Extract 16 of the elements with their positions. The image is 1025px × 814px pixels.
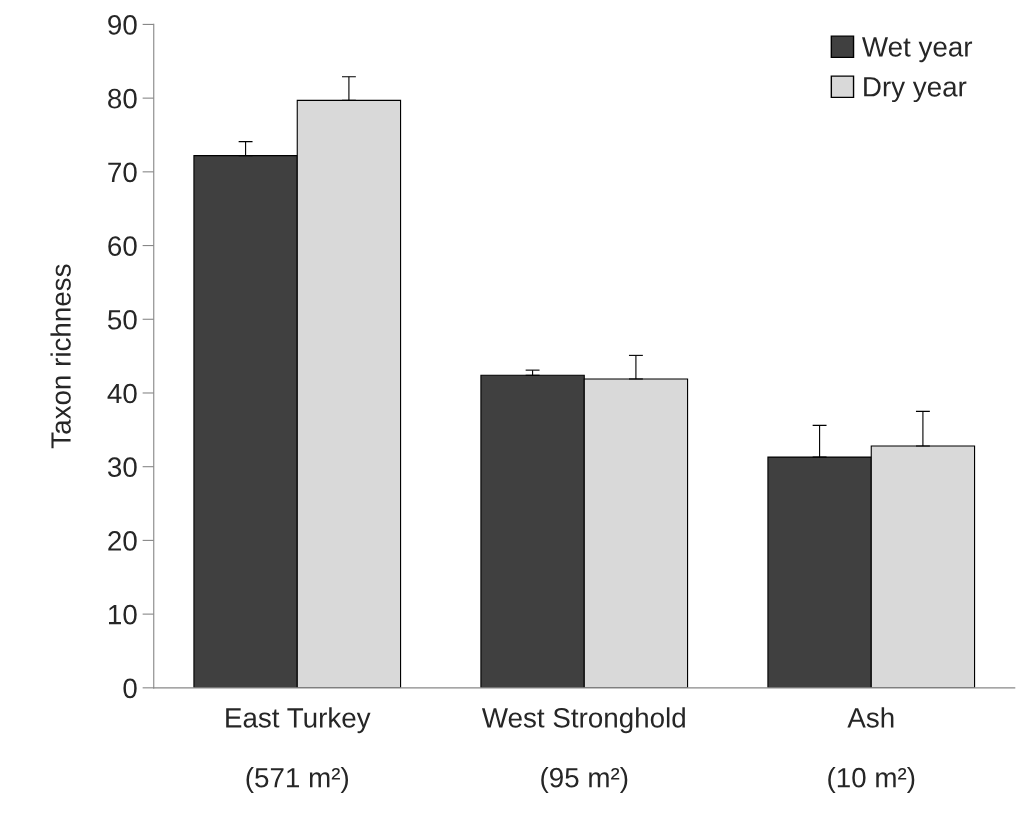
legend-label: Dry year [864, 77, 967, 103]
y-axis-title: Taxon richness [50, 264, 71, 449]
y-tick-label: 0 [123, 678, 137, 699]
y-tick-label: 20 [108, 531, 137, 551]
y-tick-label: 70 [108, 162, 137, 183]
y-tick-label: 10 [109, 604, 137, 625]
legend-label: Wet year [862, 37, 973, 63]
y-tick-label: 80 [108, 88, 137, 109]
y-tick-label: 30 [107, 457, 137, 478]
y-tick-label: 40 [107, 383, 137, 404]
category-label: Ash (10 m²) [828, 707, 915, 793]
category-label: West Stronghold (95 m²) [481, 707, 685, 793]
category-label: East Turkey (571 m²) [226, 707, 371, 793]
y-tick-label: 50 [107, 309, 137, 330]
y-tick-label: 60 [108, 236, 137, 256]
y-tick-label: 90 [108, 15, 137, 35]
